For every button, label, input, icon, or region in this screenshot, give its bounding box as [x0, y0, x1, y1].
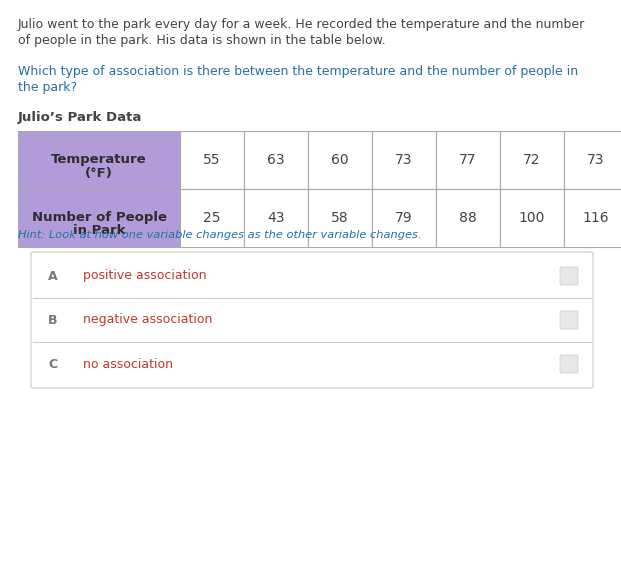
Bar: [372, 131, 436, 189]
Text: 73: 73: [587, 153, 605, 167]
Bar: [436, 131, 500, 189]
FancyBboxPatch shape: [31, 252, 593, 388]
Bar: [372, 189, 436, 247]
Text: Which type of association is there between the temperature and the number of peo: Which type of association is there betwe…: [18, 65, 578, 78]
Bar: [18, 131, 180, 189]
Bar: [308, 131, 372, 189]
Text: C: C: [48, 357, 58, 371]
Bar: [244, 131, 308, 189]
Bar: [18, 189, 180, 247]
Bar: [436, 189, 500, 247]
Text: in Park: in Park: [73, 225, 125, 237]
Text: 43: 43: [267, 211, 285, 225]
Text: Temperature: Temperature: [51, 153, 147, 167]
Text: (°F): (°F): [85, 167, 113, 179]
Bar: [308, 189, 372, 247]
Text: 116: 116: [582, 211, 609, 225]
Text: Number of People: Number of People: [32, 211, 166, 225]
Text: 55: 55: [203, 153, 220, 167]
Bar: [244, 189, 308, 247]
Text: no association: no association: [83, 357, 173, 371]
Text: B: B: [48, 313, 58, 327]
Text: A: A: [48, 269, 58, 283]
Text: of people in the park. His data is shown in the table below.: of people in the park. His data is shown…: [18, 34, 386, 47]
Bar: [180, 131, 244, 189]
Text: 60: 60: [331, 153, 349, 167]
Text: 100: 100: [519, 211, 545, 225]
Text: Hint: Look at how one variable changes as the other variable changes.: Hint: Look at how one variable changes a…: [18, 230, 422, 240]
Text: 88: 88: [459, 211, 477, 225]
Text: 73: 73: [395, 153, 413, 167]
Bar: [500, 189, 564, 247]
FancyBboxPatch shape: [560, 355, 578, 373]
Text: 58: 58: [331, 211, 349, 225]
Bar: [180, 189, 244, 247]
Bar: [564, 131, 621, 189]
Text: the park?: the park?: [18, 81, 77, 94]
Bar: [500, 131, 564, 189]
Text: Julio’s Park Data: Julio’s Park Data: [18, 111, 142, 124]
FancyBboxPatch shape: [560, 311, 578, 329]
Text: Julio went to the park every day for a week. He recorded the temperature and the: Julio went to the park every day for a w…: [18, 18, 585, 31]
Text: 72: 72: [524, 153, 541, 167]
FancyBboxPatch shape: [560, 267, 578, 285]
Text: 77: 77: [460, 153, 477, 167]
Text: 79: 79: [395, 211, 413, 225]
Text: 63: 63: [267, 153, 285, 167]
Bar: [564, 189, 621, 247]
Text: positive association: positive association: [83, 269, 207, 283]
Text: negative association: negative association: [83, 313, 212, 327]
Text: 25: 25: [203, 211, 220, 225]
